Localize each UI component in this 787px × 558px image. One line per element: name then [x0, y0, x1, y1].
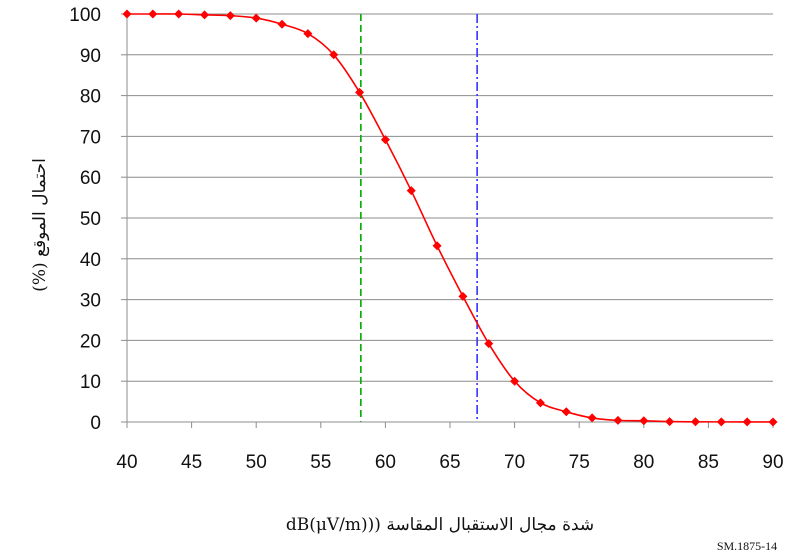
y-tick-label: 90 [80, 46, 101, 67]
data-point [148, 9, 158, 19]
data-point [329, 50, 339, 60]
data-point [174, 9, 184, 19]
grid-lines [127, 13, 773, 382]
data-point [406, 186, 416, 196]
data-point [122, 9, 132, 19]
x-tick-label: 60 [375, 452, 396, 473]
x-tick-label: 55 [310, 452, 331, 473]
x-axis-label: شدة مجال الاستقبال المقاسة ((dB(μV/m) [286, 515, 594, 535]
data-point [561, 407, 571, 417]
y-tick-label: 60 [80, 168, 101, 189]
x-tick-label: 45 [181, 452, 202, 473]
y-tick-label: 0 [90, 413, 101, 434]
x-tick-label: 85 [698, 452, 719, 473]
x-tick-label: 40 [116, 452, 137, 473]
figure-reference-code: SM.1875-14 [717, 539, 777, 553]
x-tick-label: 65 [439, 452, 460, 473]
x-tick-label: 70 [504, 452, 525, 473]
y-tick-label: 80 [80, 87, 101, 108]
y-tick-label: 40 [80, 250, 101, 271]
data-point [355, 87, 365, 97]
data-point [484, 339, 494, 349]
y-tick-label: 30 [80, 291, 101, 312]
x-tick-label: 90 [762, 452, 783, 473]
data-point [510, 376, 520, 386]
tick-labels: 40 45 50 55 60 65 70 75 80 85 90 0 10 20 30 40 50 60 70 80 9… [69, 5, 783, 473]
data-point [251, 13, 261, 23]
data-point [277, 19, 287, 29]
y-tick-label: 70 [80, 127, 101, 148]
data-point [432, 241, 442, 251]
data-point [200, 10, 210, 20]
data-point [742, 417, 752, 427]
y-tick-label: 50 [80, 209, 101, 230]
data-point [587, 413, 597, 423]
axes [121, 13, 774, 428]
x-tick-label: 80 [633, 452, 654, 473]
data-point [535, 398, 545, 408]
data-point [303, 29, 313, 39]
data-point [613, 415, 623, 425]
data-point [690, 417, 700, 427]
series-group [122, 9, 778, 427]
data-point [458, 291, 468, 301]
data-point [639, 416, 649, 426]
y-axis-label: احتمال الموقع (%) [30, 158, 50, 292]
y-tick-label: 10 [80, 372, 101, 393]
data-point [665, 417, 675, 427]
x-tick-label: 50 [246, 452, 267, 473]
x-tick-label: 75 [569, 452, 590, 473]
y-tick-label: 20 [80, 331, 101, 352]
y-tick-label: 100 [69, 5, 101, 26]
data-point [716, 417, 726, 427]
reference-lines [360, 14, 478, 422]
data-point [768, 417, 778, 427]
data-point [225, 11, 235, 21]
data-point [380, 135, 390, 145]
